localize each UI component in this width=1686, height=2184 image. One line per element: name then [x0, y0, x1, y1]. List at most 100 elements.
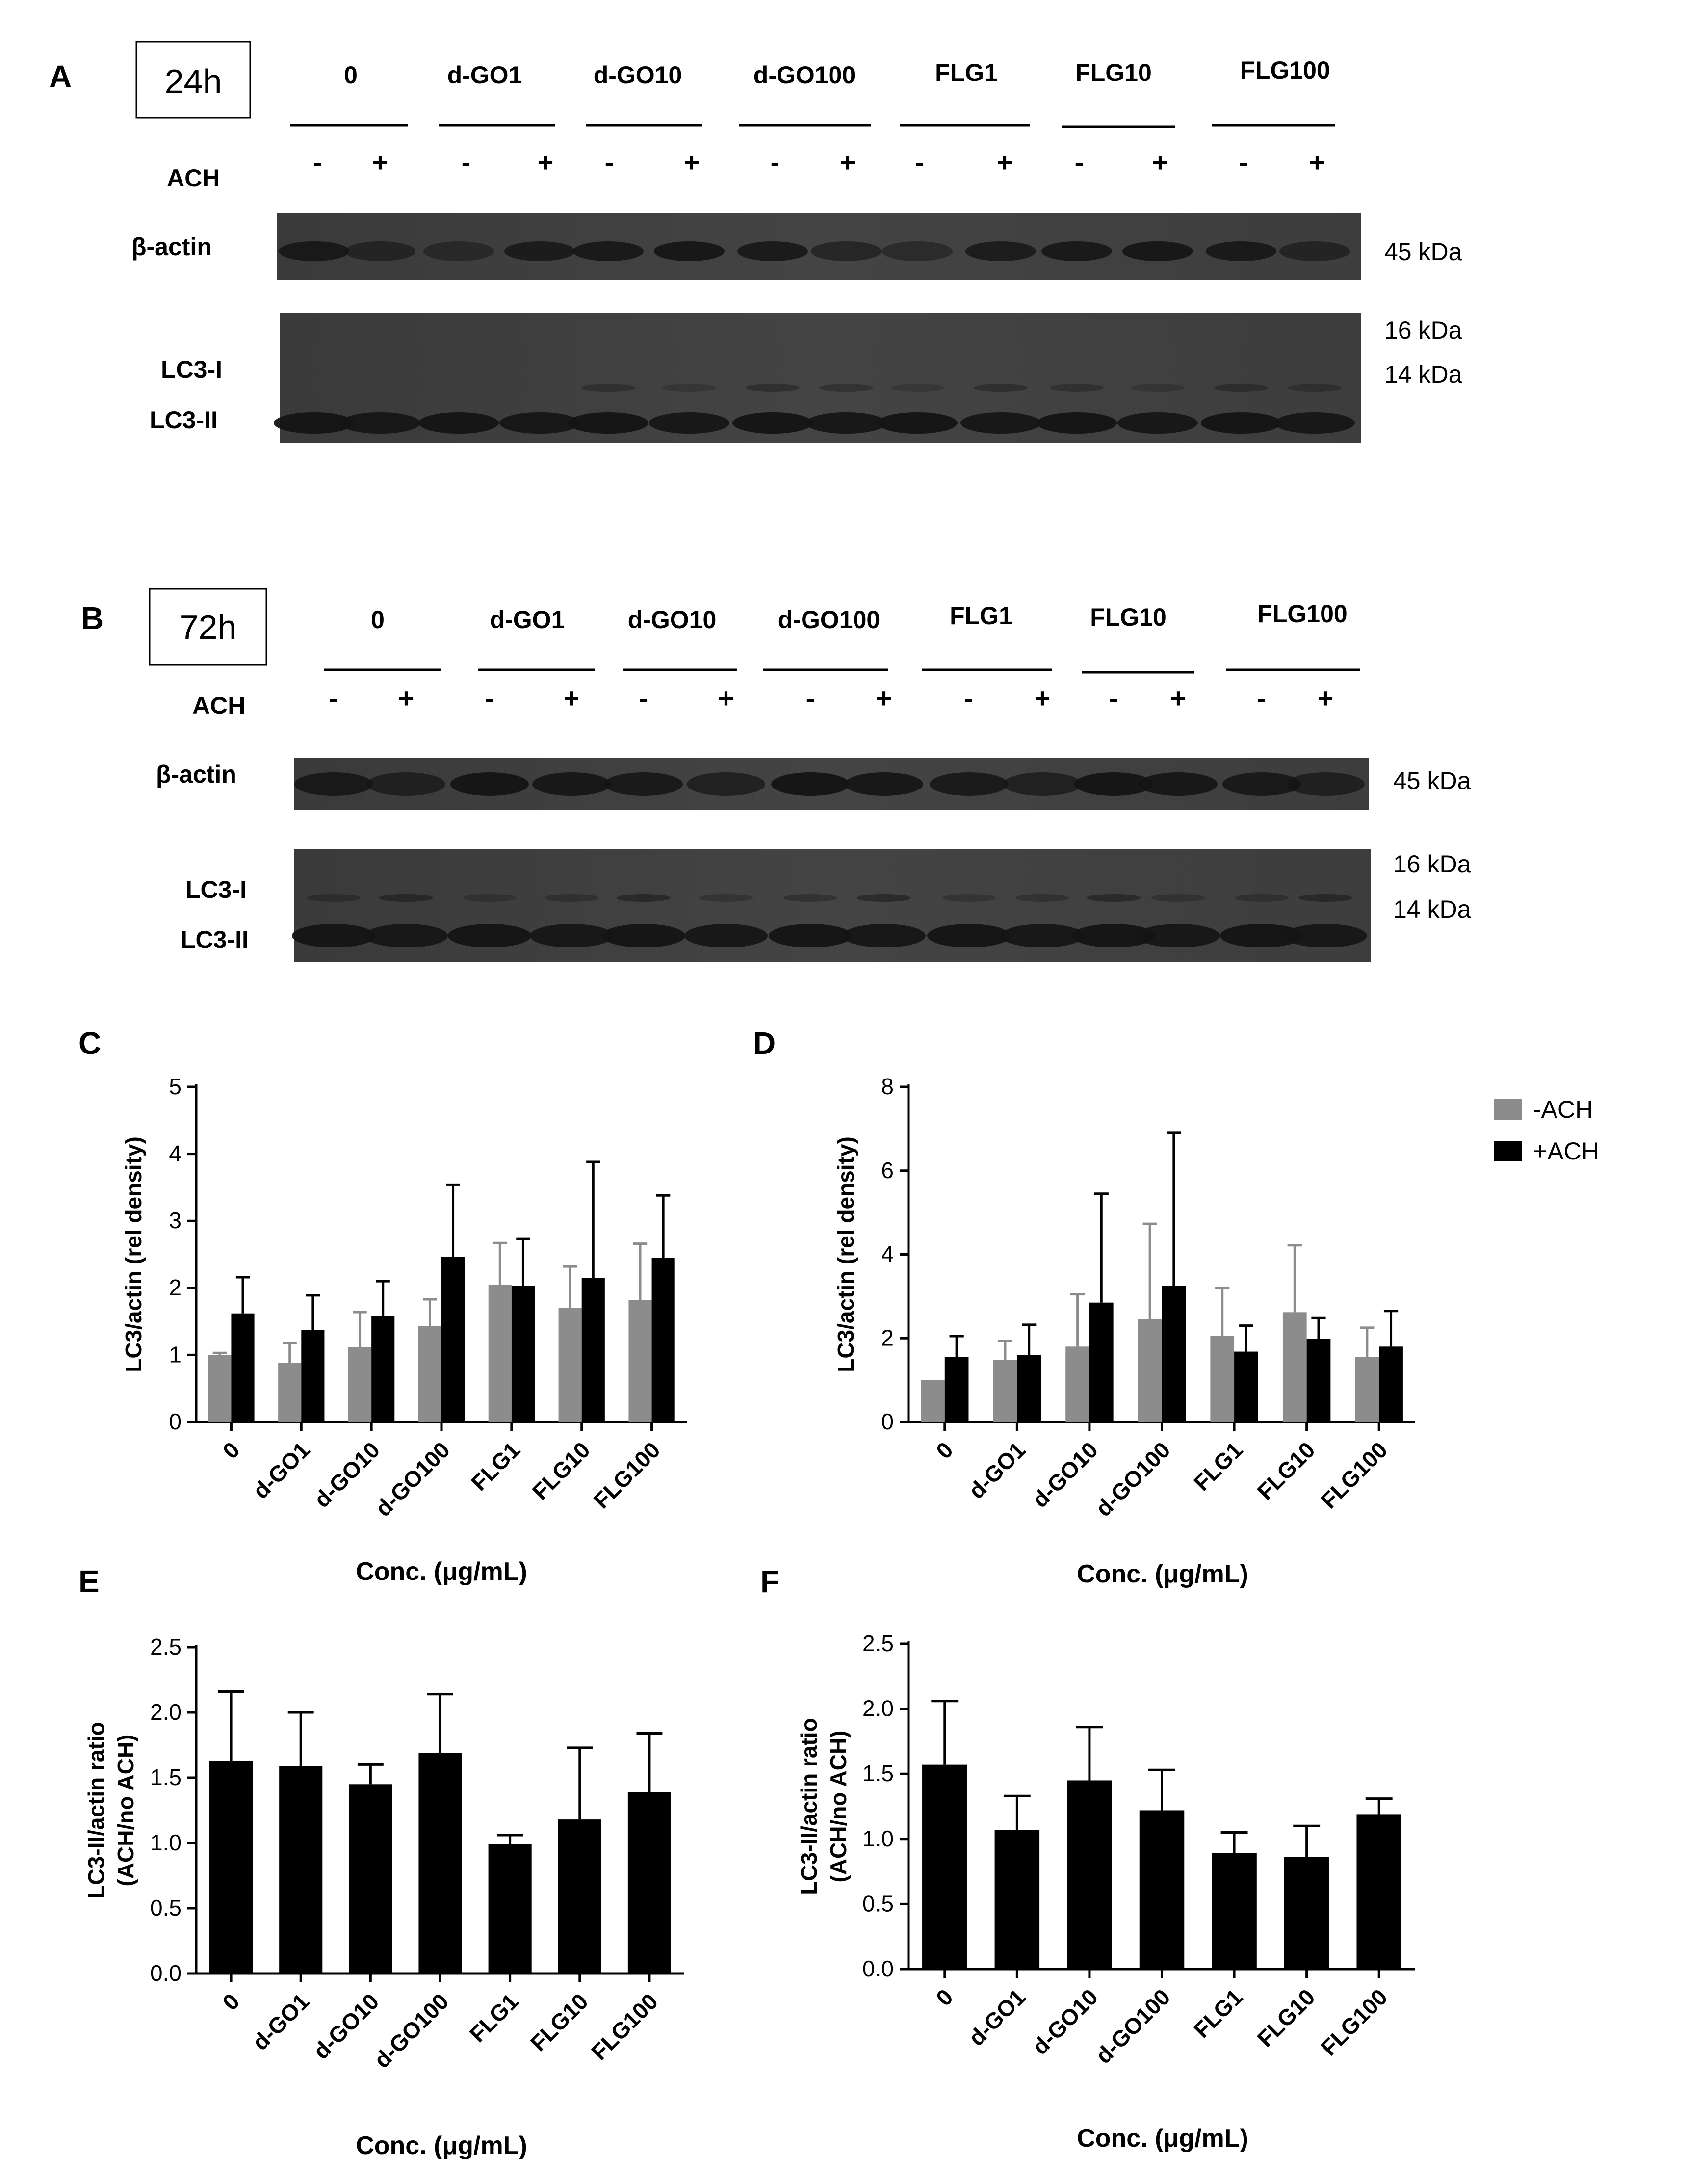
x-axis-label: Conc. (μg/mL): [356, 1557, 527, 1586]
blot-band: [568, 412, 648, 434]
bar-d-flg10-plus-ach: [1306, 1339, 1331, 1422]
panel-a-lane-signs: - + - + - + - + - + - + - +: [313, 147, 1325, 178]
panel-a: A 24h 0 d-GO1 d-GO10 d-GO100 FLG1 FLG10 …: [49, 41, 1462, 443]
y-tick-label: 1: [169, 1342, 182, 1367]
lane-minus: -: [806, 683, 815, 713]
lane-plus: +: [1152, 147, 1168, 178]
lc3ii-row-label: LC3-II: [181, 926, 249, 953]
blot-band: [545, 894, 598, 902]
blot-band: [974, 384, 1028, 392]
x-tick-label: FLG100: [589, 1437, 665, 1513]
blot-band: [960, 412, 1041, 434]
blot-band: [1279, 241, 1350, 261]
lane-plus: +: [1309, 147, 1325, 178]
lc3-bands: [274, 384, 1355, 434]
panel-b-timepoint-box: [149, 588, 267, 666]
bar-f-d-go1: [994, 1830, 1040, 1969]
x-tick-label: d-GO100: [1090, 1437, 1175, 1521]
actin-row-label: β-actin: [156, 761, 236, 788]
y-tick-label: 1.0: [150, 1830, 182, 1855]
blot-band: [783, 894, 837, 902]
blot-band: [819, 384, 873, 392]
blot-band: [604, 772, 683, 796]
bar-e-0: [209, 1761, 253, 1973]
x-tick-label: FLG100: [586, 1988, 663, 2065]
blot-band: [379, 894, 433, 902]
blot-band: [732, 412, 813, 434]
lc3i-row-label: LC3-I: [185, 876, 247, 903]
blot-band: [1137, 924, 1220, 947]
bar-d-d-go10-plus-ach: [1089, 1302, 1114, 1422]
bar-d-flg100-minus-ach: [1355, 1357, 1379, 1422]
x-tick-label: FLG100: [1316, 1437, 1392, 1513]
blot-band: [1001, 924, 1084, 947]
panel-a-group-headers: 0 d-GO1 d-GO10 d-GO100 FLG1 FLG10 FLG100: [344, 56, 1330, 89]
blot-band: [1003, 772, 1082, 796]
bar-d-d-go100-plus-ach: [1162, 1286, 1186, 1422]
y-tick-label: 1.5: [862, 1761, 894, 1786]
blot-band: [942, 894, 996, 902]
lane-minus: -: [313, 147, 323, 178]
panel-a-timepoint: 24h: [165, 62, 222, 101]
blot-band: [857, 894, 911, 902]
blot-band: [367, 772, 445, 796]
group-label-d-go10: d-GO10: [628, 606, 717, 633]
lc3ii-row-label: LC3-II: [150, 406, 218, 434]
panel-b-group-underlines: [324, 668, 1360, 674]
lane-minus: -: [639, 683, 648, 713]
lane-plus: +: [398, 683, 415, 713]
mw-marker-45: 45 kDa: [1384, 238, 1462, 265]
mw-marker-16: 16 kDa: [1384, 316, 1462, 344]
panel-a-letter: A: [49, 59, 72, 94]
bar-d-flg1-plus-ach: [1234, 1351, 1258, 1422]
group-label-flg10: FLG10: [1075, 59, 1152, 86]
actin-bands: [279, 241, 1350, 261]
lane-plus: +: [876, 683, 892, 713]
lane-plus: +: [372, 147, 389, 178]
x-tick-label: d-GO1: [963, 1984, 1030, 2051]
actin-row-label: β-actin: [131, 233, 212, 261]
actin-bands: [294, 772, 1365, 796]
blot-band: [699, 894, 753, 902]
panel-a-timepoint-box: [135, 41, 251, 119]
lane-plus: +: [718, 683, 734, 713]
legend-label-plus-ach: +ACH: [1533, 1137, 1599, 1165]
group-label-flg1: FLG1: [935, 59, 998, 86]
x-tick-label: 0: [218, 1437, 245, 1464]
panel-b-group-headers: 0 d-GO1 d-GO10 d-GO100 FLG1 FLG10 FLG100: [371, 600, 1348, 633]
y-tick-label: 0.5: [150, 1895, 182, 1921]
lc3i-row-label: LC3-I: [161, 356, 222, 383]
x-tick-label: d-GO1: [963, 1437, 1030, 1503]
y-tick-label: 1.5: [150, 1764, 182, 1790]
y-tick-label: 8: [881, 1074, 894, 1099]
x-tick-label: FLG10: [527, 1437, 595, 1504]
group-label-d-go1: d-GO1: [490, 606, 565, 633]
blot-band: [1284, 924, 1367, 947]
y-tick-label: 4: [169, 1141, 182, 1166]
bar-e-d-go1: [279, 1766, 323, 1973]
bar-c-flg1-plus-ach: [511, 1286, 535, 1422]
lane-plus: +: [1170, 683, 1187, 713]
bar-d-d-go100-minus-ach: [1138, 1319, 1162, 1422]
mw-marker-14: 14 kDa: [1384, 361, 1462, 388]
blot-band: [448, 924, 531, 947]
blot-band: [771, 772, 850, 796]
blot-band: [1220, 924, 1303, 947]
blot-band: [1015, 894, 1069, 902]
bar-c-flg100-minus-ach: [628, 1300, 652, 1422]
blot-band: [927, 924, 1011, 947]
blot-band: [654, 241, 725, 261]
panel-letter-d: D: [753, 1026, 776, 1061]
bar-e-d-go100: [418, 1753, 462, 1973]
blot-band: [292, 924, 375, 947]
panel-letter-c: C: [78, 1026, 101, 1061]
group-label-flg100: FLG100: [1240, 56, 1330, 84]
x-tick-label: FLG10: [1252, 1437, 1320, 1504]
lane-minus: -: [605, 147, 614, 178]
lane-plus: +: [684, 147, 700, 178]
ach-label: ACH: [192, 692, 245, 719]
lane-minus: -: [964, 683, 974, 713]
blot-band: [423, 241, 494, 261]
